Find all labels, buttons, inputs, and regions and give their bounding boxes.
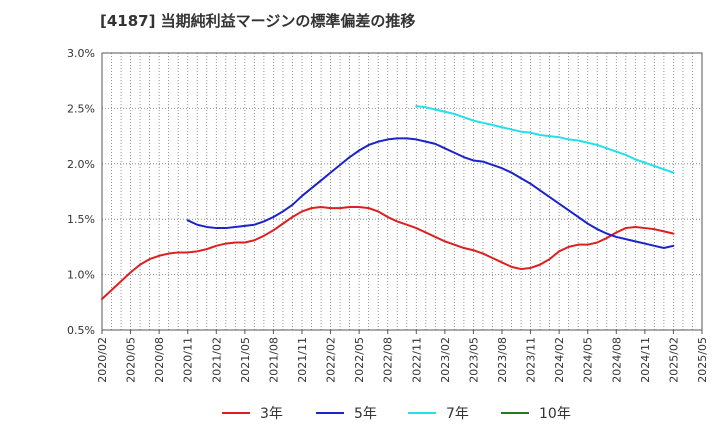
x-tick-label: 2021/08 [267,337,280,383]
x-tick-label: 2023/05 [467,337,480,383]
axes: 0.5% 1.0% 1.5% 2.0% 2.5% 3.0% 2020/02 2020/05 20… [67,47,709,383]
x-tick-label: 2025/02 [667,337,680,383]
x-tick-label: 2024/05 [582,337,595,383]
y-tick-label: 1.5% [67,213,95,226]
x-tick-label: 2020/11 [182,337,195,383]
x-tick-label: 2020/08 [153,337,166,383]
series-line-5年 [186,137,675,250]
x-tick-label: 2024/02 [553,337,566,383]
x-tick-label: 2024/11 [639,337,652,383]
x-tick-label: 2020/02 [96,337,109,383]
x-tick-label: 2021/05 [239,337,252,383]
chart-title: [4187] 当期純利益マージンの標準偏差の推移 [100,12,416,30]
legend-label: 7年 [446,406,469,422]
x-tick-label: 2024/08 [610,337,623,383]
legend-label: 10年 [539,406,571,422]
legend-label: 3年 [260,406,283,422]
series-line-7年 [415,105,675,174]
legend-label: 5年 [354,406,377,422]
x-tick-label: 2022/08 [382,337,395,383]
x-tick-label: 2025/05 [696,337,709,383]
x-tick-label: 2023/02 [439,337,452,383]
x-tick-label: 2022/05 [353,337,366,383]
x-tick-label: 2022/02 [325,337,338,383]
y-tick-label: 3.0% [67,47,95,60]
legend: 3年 5年 7年 10年 [222,406,571,422]
plot-frame [101,52,703,331]
x-tick-label: 2022/11 [410,337,423,383]
x-tick-label: 2020/05 [125,337,138,383]
y-tick-label: 2.5% [67,102,95,115]
y-tick-label: 0.5% [67,324,95,337]
series [101,105,675,300]
x-tick-label: 2023/08 [496,337,509,383]
y-tick-label: 2.0% [67,158,95,171]
x-tick-label: 2021/02 [210,337,223,383]
grid [102,52,702,331]
x-tick-label: 2023/11 [525,337,538,383]
series-line-3年 [101,206,675,300]
x-tick-label: 2021/11 [296,337,309,383]
y-tick-label: 1.0% [67,269,95,282]
